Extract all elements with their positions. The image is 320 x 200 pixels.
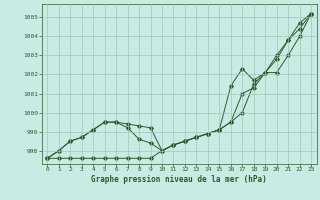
X-axis label: Graphe pression niveau de la mer (hPa): Graphe pression niveau de la mer (hPa)	[91, 175, 267, 184]
